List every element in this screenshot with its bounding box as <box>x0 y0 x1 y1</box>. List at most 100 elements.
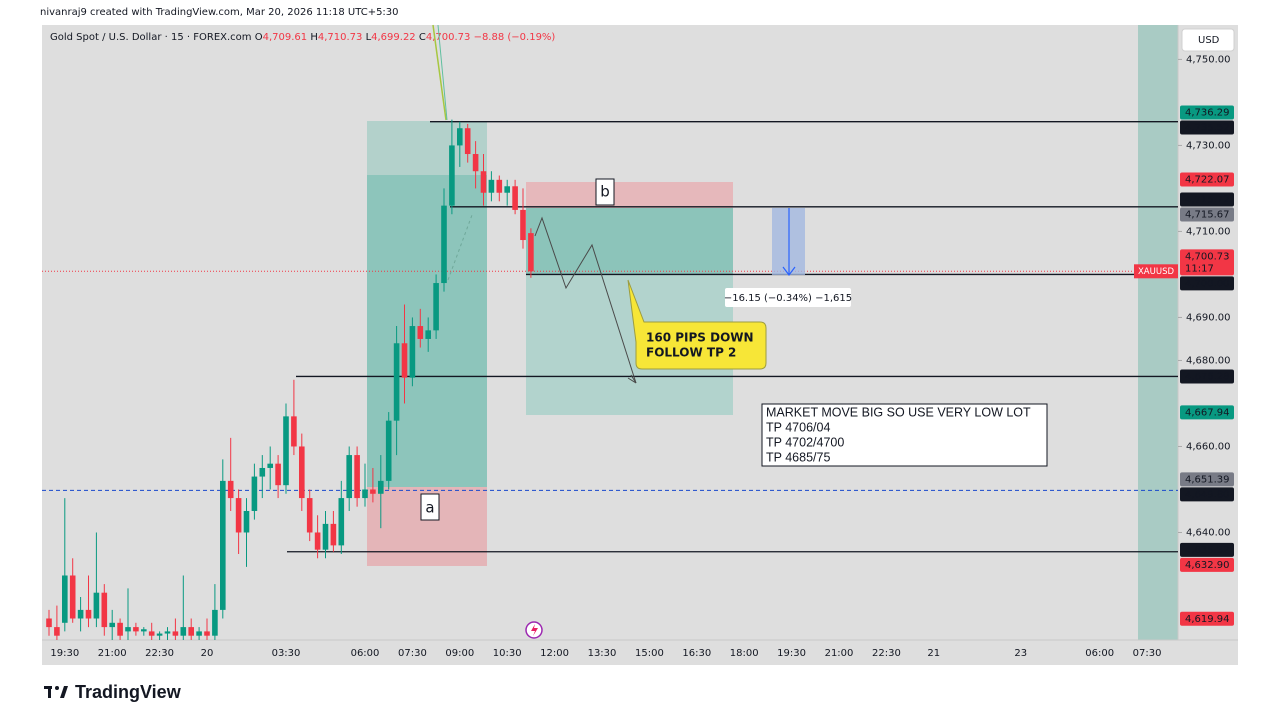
logo-part <box>60 686 68 698</box>
candle-body <box>267 463 273 468</box>
candle-body <box>180 627 187 636</box>
candle-body <box>433 283 439 331</box>
candle-body <box>314 532 321 550</box>
brand: TradingView <box>44 682 182 702</box>
label-box <box>420 493 440 521</box>
price-label-box <box>1180 369 1234 384</box>
price-label-box <box>1180 405 1234 420</box>
candle-body <box>93 592 100 619</box>
x-tick-label: 16:30 <box>682 648 711 659</box>
currency[interactable]: USD <box>1198 35 1220 46</box>
candle-body <box>156 633 163 636</box>
candle-body <box>212 609 218 636</box>
candle-body <box>148 631 155 636</box>
candle-body <box>457 128 463 146</box>
price-label: 4,700.00 <box>1185 278 1230 289</box>
candle-body <box>235 498 242 533</box>
candle-body <box>496 179 503 193</box>
candle-body <box>125 627 131 632</box>
brand-name: TradingView <box>75 682 182 702</box>
price-label-box <box>1180 472 1234 487</box>
candle-body <box>133 627 139 632</box>
candle-body <box>259 467 266 477</box>
candle-body <box>172 631 179 636</box>
candle-body <box>338 498 345 546</box>
x-tick-label: 20 <box>201 648 214 659</box>
label-b: b <box>600 183 610 201</box>
candle-body <box>164 631 171 634</box>
x-tick-label: 06:00 <box>1085 648 1114 659</box>
y-tick-label: 4,750.00 <box>1186 54 1231 65</box>
symbol-tag-box <box>1134 264 1178 279</box>
candle-body <box>77 609 84 619</box>
x-tick-label: 23 <box>1014 648 1027 659</box>
price-label: 4,651.39 <box>1185 474 1230 485</box>
candle-body <box>227 480 234 499</box>
o-key: O <box>255 32 263 43</box>
callout <box>627 279 767 370</box>
countdown: 11:17 <box>1185 263 1214 274</box>
price-label: 4,632.90 <box>1185 560 1230 571</box>
label-box <box>595 178 615 206</box>
measure-arrow-head <box>782 266 796 276</box>
short-stop-zone <box>526 182 733 208</box>
x-tick-label: 03:30 <box>272 648 301 659</box>
candle-body <box>449 145 455 206</box>
y-tick-label: 4,660.00 <box>1186 441 1231 452</box>
note-box <box>761 403 1048 467</box>
symbol-tag: XAUUSD <box>1138 267 1174 277</box>
candle-body <box>117 622 123 636</box>
currency-button[interactable] <box>1181 28 1235 52</box>
price-label: 4,619.94 <box>1185 614 1230 625</box>
candle-body <box>346 455 352 499</box>
price-label: 4,715.72 <box>1185 194 1230 205</box>
price-label: 4,736.29 <box>1185 108 1230 119</box>
x-tick-label: 09:00 <box>445 648 474 659</box>
candle-body <box>291 416 297 447</box>
price-label-box <box>1180 172 1234 187</box>
high-value: 4,710.73 <box>318 32 363 43</box>
candle-body <box>85 609 92 619</box>
candle-body <box>393 343 400 421</box>
y-tick-label: 4,640.00 <box>1186 527 1231 538</box>
credit: nivanraj9 created with TradingView.com, … <box>40 7 399 18</box>
x-tick-label: 15:00 <box>635 648 664 659</box>
note-line: TP 4685/75 <box>766 450 830 464</box>
price-label-box <box>1180 120 1234 135</box>
candle-body <box>401 343 408 378</box>
price-label-box <box>1180 105 1234 120</box>
price-label-box <box>1180 207 1234 222</box>
logo-part <box>48 686 51 698</box>
candle-body <box>204 631 210 636</box>
symbol-legend: Gold Spot / U.S. Dollar · 15 · FOREX.com… <box>50 32 555 43</box>
callout-line: 160 PIPS DOWN <box>646 331 754 345</box>
measure-label-box <box>725 288 851 307</box>
candle-body <box>62 575 68 623</box>
candle-body <box>472 154 479 172</box>
x-tick-label: 21 <box>927 648 940 659</box>
x-tick-label: 10:30 <box>493 648 522 659</box>
price-label-box <box>1180 192 1234 207</box>
candle-body <box>283 416 289 486</box>
candle-body <box>409 326 416 378</box>
candle-body <box>243 510 250 533</box>
label-a: a <box>425 499 434 517</box>
x-tick-label: 07:30 <box>1133 648 1162 659</box>
trend-line <box>432 24 447 121</box>
x-tick-label: 07:30 <box>398 648 427 659</box>
note-line: TP 4702/4700 <box>766 435 844 449</box>
price-label: 4,635.52 <box>1185 545 1230 556</box>
price-label-box <box>1180 276 1234 291</box>
note-line: TP 4706/04 <box>766 420 830 434</box>
price-label-box <box>1180 557 1234 572</box>
price-label-box <box>1180 542 1234 557</box>
candle-body <box>109 622 115 628</box>
candle-body <box>196 631 202 636</box>
measure-label: −16.15 (−0.34%) −1,615 <box>724 293 852 304</box>
candle-body <box>464 128 471 155</box>
x-tick-label: 18:00 <box>730 648 759 659</box>
y-tick-label: 4,690.00 <box>1186 312 1231 323</box>
price-label: 4,722.07 <box>1185 175 1230 186</box>
